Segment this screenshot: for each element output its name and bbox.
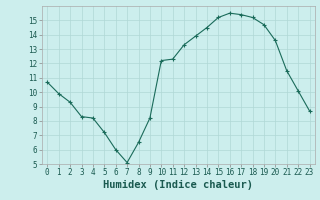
X-axis label: Humidex (Indice chaleur): Humidex (Indice chaleur) <box>103 180 253 190</box>
